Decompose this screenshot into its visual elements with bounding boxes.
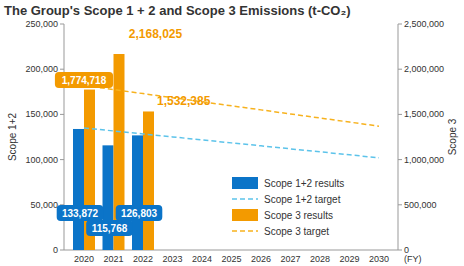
y-tick-label: 0 [53,245,58,255]
y2-tick-label: 500,000 [404,200,437,210]
plot-marks [73,54,379,250]
data-label: 2,168,025 [129,27,183,41]
legend-swatch [232,230,258,232]
x-tick-label: 2026 [251,254,271,264]
x-tick-label: 2030 [369,254,389,264]
legend: Scope 1+2 results Scope 1+2 target Scope 3… [230,174,344,242]
target-line [84,128,379,158]
y-tick [60,159,64,160]
y-tick-label: 250,000 [25,19,58,29]
legend-swatch [232,177,258,189]
x-tick-label: 2022 [133,254,153,264]
legend-swatch [232,198,258,200]
y2-tick [398,250,402,251]
y2-tick-label: 1,500,000 [404,109,444,119]
y2-axis-label: Scope 3 [447,118,458,155]
y-tick [60,250,64,251]
bar [73,129,84,250]
x-tick-label: 2027 [280,254,300,264]
data-label-box [57,205,104,221]
data-labels: 133,872 115,768 126,803 1,774,718 2,168,025 1… [55,27,211,236]
data-label: 133,872 [62,208,99,219]
y-tick [60,69,64,70]
y2-tick [398,114,402,115]
x-axis-label: (FY) [404,254,422,264]
data-label-box [116,205,163,221]
y-tick-label: 50,000 [30,200,58,210]
x-tick-label: 2021 [103,254,123,264]
data-label: 1,532,385 [157,94,211,108]
y-tick-label: 200,000 [25,64,58,74]
x-tick-label: 2024 [192,254,212,264]
legend-label: Scope 1+2 results [264,178,344,189]
x-tick-label: 2025 [221,254,241,264]
legend-label: Scope 3 results [264,210,333,221]
data-label-box [55,72,113,88]
legend-label: Scope 1+2 target [264,194,341,205]
data-label: 1,774,718 [62,75,107,86]
x-tick-label: 2028 [310,254,330,264]
y2-tick-label: 1,000,000 [404,155,444,165]
data-label: 126,803 [121,208,158,219]
y-axis-label: Scope 1+2 [7,113,18,162]
y-tick [60,24,64,25]
y2-axis [398,24,399,250]
y-tick-label: 150,000 [25,109,58,119]
x-tick-label: 2023 [162,254,182,264]
data-label: 115,768 [92,223,128,234]
legend-swatch [232,209,258,221]
y-tick [60,114,64,115]
chart: The Group's Scope 1 + 2 and Scope 3 Emis… [0,0,464,266]
y2-tick [398,69,402,70]
title: The Group's Scope 1 + 2 and Scope 3 Emis… [4,3,351,18]
y2-tick [398,204,402,205]
y2-tick [398,159,402,160]
target-line [84,85,379,126]
y2-tick [398,24,402,25]
x-tick-label: 2020 [74,254,94,264]
bar [143,111,154,250]
x-tick-label: 2029 [339,254,359,264]
y2-tick-label: 2,500,000 [404,19,444,29]
y-tick-label: 100,000 [25,155,58,165]
legend-label: Scope 3 target [264,226,329,237]
data-label-box [86,220,133,236]
bar [132,135,143,250]
y2-tick-label: 2,000,000 [404,64,444,74]
